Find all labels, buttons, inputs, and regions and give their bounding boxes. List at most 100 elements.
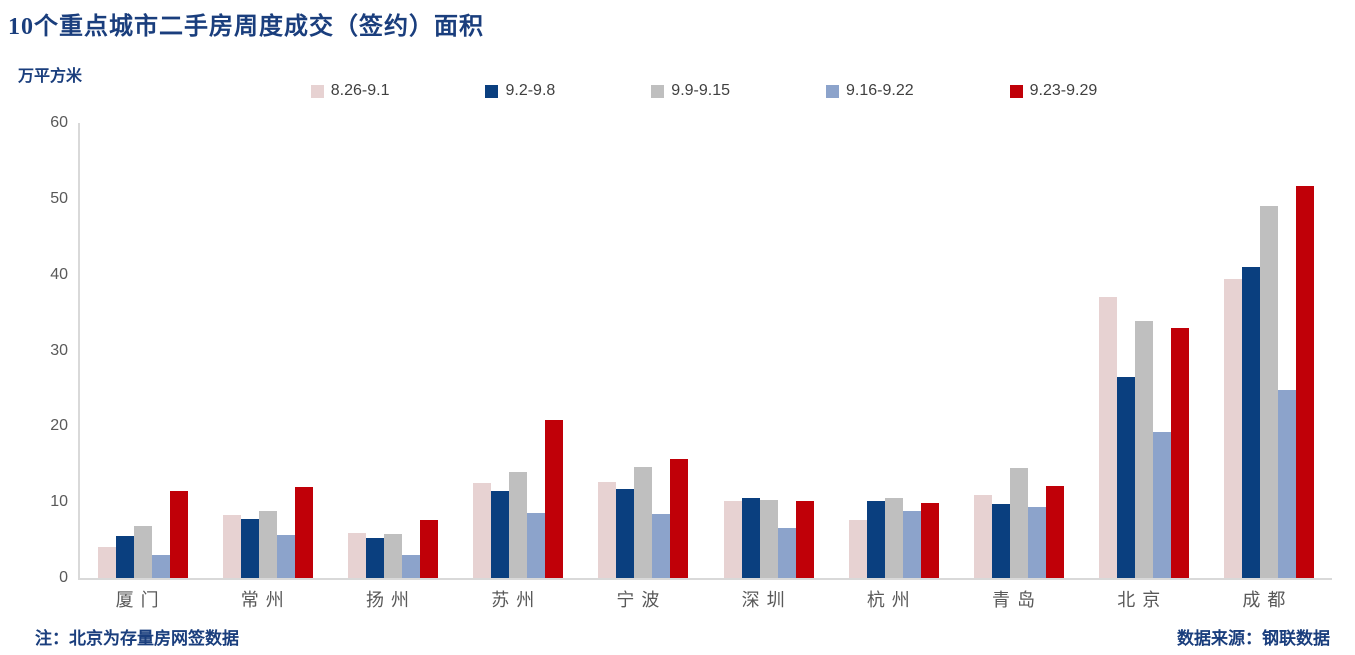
x-axis-label-深圳: 深圳 [741,590,792,610]
bar-青岛-9.2-9.8 [992,503,1011,578]
bar-杭州-9.2-9.8 [866,501,885,578]
x-axis-label-宁波: 宁波 [616,590,667,610]
bar-扬州-9.16-9.22 [402,555,420,578]
bar-group-北京 [1082,123,1207,578]
legend-item-9.2-9.8: 9.2-9.8 [485,82,555,100]
bar-杭州-9.23-9.29 [920,502,939,578]
legend-item-9.16-9.22: 9.16-9.22 [826,82,914,100]
y-axis-tick-30: 30 [50,341,68,359]
bar-青岛-9.16-9.22 [1028,506,1047,578]
legend-swatch-icon [826,84,840,98]
y-axis-tick-0: 0 [59,569,68,586]
bar-深圳-8.26-9.1 [723,500,742,578]
bar-深圳-9.23-9.29 [795,501,814,578]
bar-扬州-9.9-9.15 [384,534,402,578]
bar-厦门-9.9-9.15 [133,525,152,578]
y-axis-tick-50: 50 [50,189,68,207]
legend-item-9.9-9.15: 9.9-9.15 [651,82,730,100]
chart-title: 10个重点城市二手房周度成交（签约）面积 [8,14,484,40]
bar-常州-9.9-9.15 [258,510,277,578]
bar-group-常州 [205,123,330,578]
bar-青岛-9.9-9.15 [1010,468,1029,578]
legend-swatch-icon [485,84,499,98]
x-axis-label-北京: 北京 [1117,590,1168,610]
bar-北京-9.16-9.22 [1153,432,1172,578]
bar-苏州-8.26-9.1 [473,483,492,578]
bar-杭州-8.26-9.1 [848,519,867,578]
y-axis-tick-20: 20 [50,417,68,435]
legend-item-9.23-9.29: 9.23-9.29 [1009,82,1098,100]
x-axis-labels: 厦门 常州 扬州 苏州 宁波 深圳 杭州 青岛 北京 成都 [78,586,1330,612]
bar-成都-9.9-9.15 [1260,205,1279,578]
bar-北京-9.2-9.8 [1117,377,1136,578]
bar-苏州-9.16-9.22 [527,512,546,578]
y-axis-tick-40: 40 [50,265,68,283]
bar-成都-8.26-9.1 [1224,279,1243,578]
bar-青岛-8.26-9.1 [974,495,993,578]
bar-group-青岛 [956,123,1081,578]
footnote-left: 注：北京为存量房网签数据 [35,629,239,648]
legend-swatch-icon [310,84,324,98]
legend-label: 9.2-9.8 [505,82,556,99]
legend: 8.26-9.1 9.2-9.8 9.9-9.15 9.16-9.22 9.23-9.2… [78,80,1330,102]
bar-苏州-9.9-9.15 [509,471,528,578]
bar-常州-9.2-9.8 [240,518,259,578]
x-axis-label-青岛: 青岛 [992,590,1043,610]
bar-宁波-9.2-9.8 [616,489,635,578]
bar-深圳-9.9-9.15 [759,499,778,578]
legend-swatch-icon [651,84,665,98]
bar-扬州-8.26-9.1 [348,532,366,578]
bar-深圳-9.16-9.22 [777,527,796,578]
legend-label: 9.23-9.29 [1029,82,1098,99]
x-axis-label-常州: 常州 [240,590,291,610]
bar-深圳-9.2-9.8 [741,497,760,578]
legend-label: 8.26-9.1 [330,82,390,99]
bar-常州-9.23-9.29 [294,487,313,578]
bar-北京-8.26-9.1 [1099,297,1118,578]
bar-北京-9.23-9.29 [1171,327,1190,578]
bar-group-扬州 [330,123,455,578]
x-axis-label-杭州: 杭州 [866,590,917,610]
plot-area [78,123,1332,580]
bar-扬州-9.2-9.8 [366,537,384,578]
bar-group-成都 [1207,123,1332,578]
bar-扬州-9.23-9.29 [420,519,438,578]
bar-厦门-9.16-9.22 [151,554,170,578]
legend-label: 9.9-9.15 [671,82,731,99]
bar-宁波-9.16-9.22 [652,513,671,578]
y-axis-unit-label: 万平方米 [18,68,83,85]
x-axis-label-扬州: 扬州 [366,590,416,610]
bar-成都-9.2-9.8 [1242,267,1261,578]
bar-group-宁波 [581,123,706,578]
legend-item-8.26-9.1: 8.26-9.1 [310,82,390,100]
bar-苏州-9.23-9.29 [545,419,564,578]
bar-group-深圳 [706,123,831,578]
y-axis-tick-10: 10 [50,493,68,511]
bar-杭州-9.16-9.22 [902,510,921,578]
bar-常州-8.26-9.1 [222,515,241,578]
legend-swatch-icon [1009,84,1023,98]
x-axis-label-厦门: 厦门 [115,590,166,610]
bar-宁波-9.23-9.29 [670,458,689,578]
bar-青岛-9.23-9.29 [1046,486,1065,578]
bar-成都-9.16-9.22 [1278,389,1297,578]
x-axis-label-苏州: 苏州 [491,590,542,610]
bar-常州-9.16-9.22 [276,534,295,578]
y-axis-tick-60: 60 [50,114,68,131]
bar-成都-9.23-9.29 [1296,185,1315,578]
bar-group-苏州 [456,123,581,578]
legend-label: 9.16-9.22 [846,82,914,99]
x-axis-label-成都: 成都 [1242,590,1293,610]
bar-group-杭州 [831,123,956,578]
bar-北京-9.9-9.15 [1135,320,1154,578]
bar-厦门-8.26-9.1 [97,546,116,578]
footnote-right: 数据来源：钢联数据 [1177,629,1330,648]
bar-厦门-9.2-9.8 [115,536,134,578]
bar-宁波-9.9-9.15 [634,467,653,578]
bar-宁波-8.26-9.1 [598,481,617,578]
bar-厦门-9.23-9.29 [169,490,188,578]
bar-杭州-9.9-9.15 [884,497,903,578]
bar-group-厦门 [80,123,205,578]
bar-苏州-9.2-9.8 [491,490,510,578]
